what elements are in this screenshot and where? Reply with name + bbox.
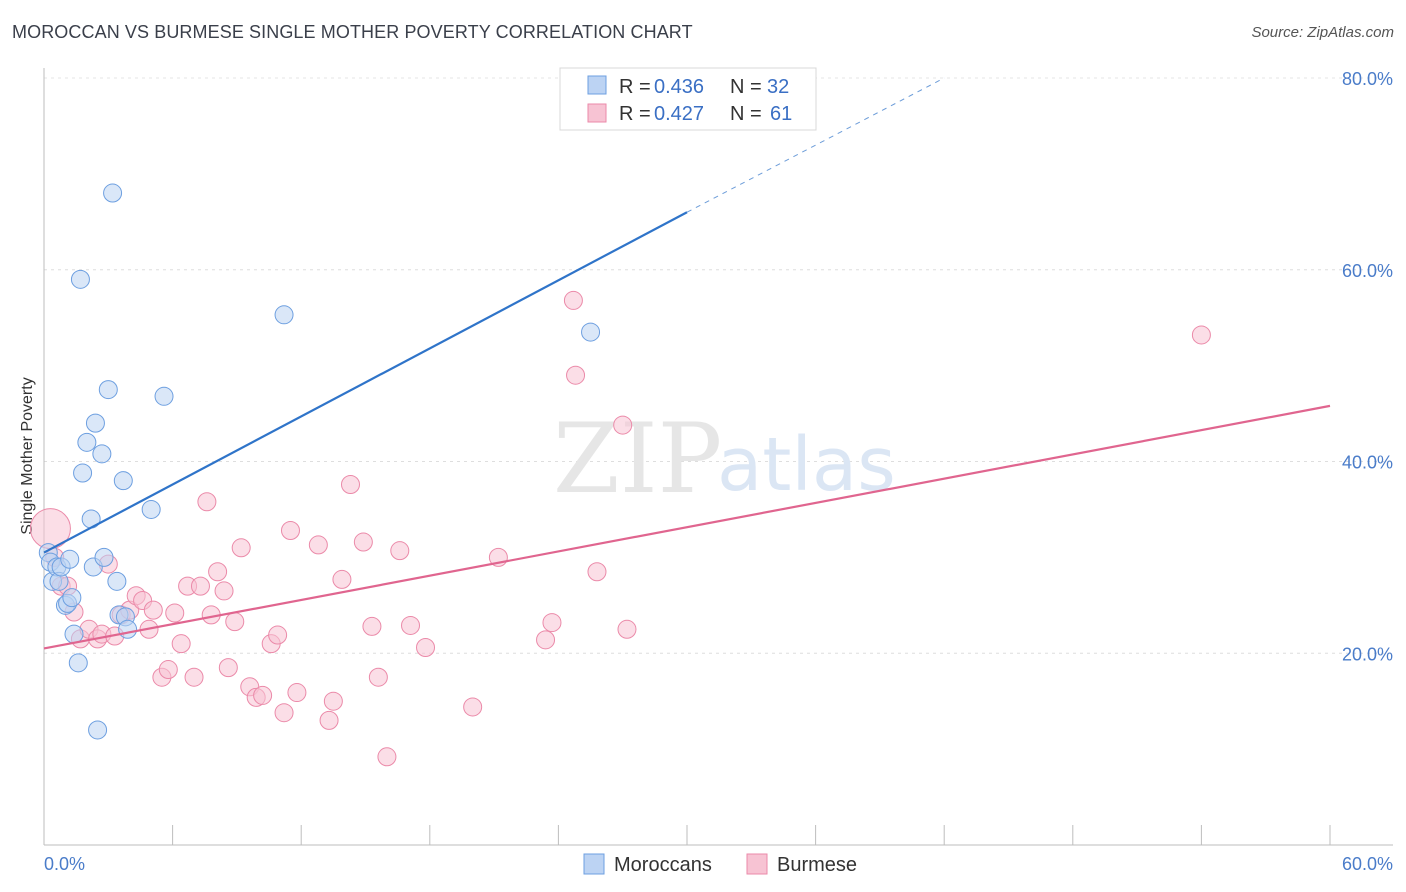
burmese-point [231, 538, 251, 558]
legend-r-value-2: 0.427 [654, 103, 704, 125]
burmese-point [323, 691, 343, 711]
series-legend-label-moroccans: Moroccans [614, 854, 712, 876]
moroccans-point [64, 624, 84, 644]
burmese-point [253, 685, 273, 705]
source-credit: Source: ZipAtlas.com [1251, 24, 1394, 41]
series-legend-swatch-moroccans [583, 853, 605, 875]
burmese-point [377, 747, 397, 767]
burmese-point [463, 697, 483, 717]
moroccans-point [85, 413, 105, 433]
moroccans-trend-line [43, 211, 688, 554]
burmese-point [274, 703, 294, 723]
series-legend-swatch-burmese [746, 853, 768, 875]
burmese-point [613, 415, 633, 435]
burmese-trend-line [43, 404, 1331, 650]
burmese-points [29, 290, 1211, 767]
y-tick-label-1: 40.0% [1342, 453, 1393, 473]
burmese-point [218, 658, 238, 678]
burmese-point [268, 625, 288, 645]
moroccans-point [103, 183, 123, 203]
moroccans-trend-extension [686, 77, 945, 213]
trend-lines [43, 77, 1331, 650]
moroccans-point [62, 588, 82, 608]
burmese-point [617, 619, 637, 639]
burmese-point [587, 562, 607, 582]
burmese-point [225, 612, 245, 632]
burmese-point [368, 667, 388, 687]
legend-swatch-burmese [587, 103, 607, 123]
legend-r-label-1: R = [619, 76, 651, 98]
burmese-point [353, 532, 373, 552]
moroccans-point [60, 549, 80, 569]
burmese-point [416, 637, 436, 657]
burmese-point [214, 581, 234, 601]
grid-lines [44, 77, 1393, 654]
y-tick-label-3: 80.0% [1342, 69, 1393, 89]
burmese-point [308, 535, 328, 555]
chart-title: MOROCCAN VS BURMESE SINGLE MOTHER POVERT… [12, 22, 693, 42]
burmese-point [158, 660, 178, 680]
watermark-atlas: atlas [717, 422, 896, 508]
burmese-point [190, 576, 210, 596]
y-axis-label: Single Mother Poverty [19, 377, 36, 534]
legend-n-label-1: N = [730, 76, 762, 98]
burmese-point [280, 521, 300, 541]
moroccans-point [94, 547, 114, 567]
burmese-point [390, 541, 410, 561]
watermark-zip: ZIP [553, 403, 722, 515]
burmese-point [184, 667, 204, 687]
moroccans-point [77, 432, 97, 452]
burmese-point [536, 630, 556, 650]
burmese-point [332, 569, 352, 589]
burmese-point [171, 634, 191, 654]
moroccans-point [154, 386, 174, 406]
burmese-point [566, 365, 586, 385]
burmese-point [165, 603, 185, 623]
burmese-point [197, 492, 217, 512]
x-tick-label-1: 60.0% [1342, 854, 1393, 874]
legend-n-value-1: 32 [767, 76, 789, 98]
moroccans-points [38, 183, 601, 740]
legend-n-value-2: 61 [770, 103, 792, 125]
burmese-point [1191, 325, 1211, 345]
x-tick-labels: 0.0% 60.0% [44, 854, 1393, 874]
moroccans-point [98, 380, 118, 400]
burmese-point [340, 475, 360, 495]
burmese-point [287, 683, 307, 703]
series-legend-label-burmese: Burmese [777, 854, 857, 876]
legend-swatch-moroccans [587, 75, 607, 95]
moroccans-point [88, 720, 108, 740]
burmese-point [401, 615, 421, 635]
axes [43, 68, 1393, 846]
moroccans-point [70, 269, 90, 289]
stats-legend: R = 0.436 N = 32 R = 0.427 N = 61 [559, 67, 817, 131]
legend-r-label-2: R = [619, 103, 651, 125]
moroccans-point [113, 471, 133, 491]
moroccans-point [92, 444, 112, 464]
legend-n-label-2: N = [730, 103, 762, 125]
burmese-point [143, 600, 163, 620]
moroccans-point [107, 571, 127, 591]
y-tick-labels: 20.0% 40.0% 60.0% 80.0% [1342, 69, 1393, 664]
burmese-point [563, 290, 583, 310]
y-tick-label-2: 60.0% [1342, 261, 1393, 281]
burmese-point [542, 613, 562, 633]
burmese-point [362, 616, 382, 636]
burmese-point [319, 710, 339, 730]
moroccans-point [581, 322, 601, 342]
x-tick-label-0: 0.0% [44, 854, 85, 874]
moroccans-point [68, 653, 88, 673]
burmese-point [208, 562, 228, 582]
moroccans-point [274, 305, 294, 325]
moroccans-point [141, 499, 161, 519]
legend-r-value-1: 0.436 [654, 76, 704, 98]
series-legend: Moroccans Burmese [583, 853, 857, 876]
y-tick-label-0: 20.0% [1342, 644, 1393, 664]
moroccans-point [73, 463, 93, 483]
moroccans-point [118, 619, 138, 639]
